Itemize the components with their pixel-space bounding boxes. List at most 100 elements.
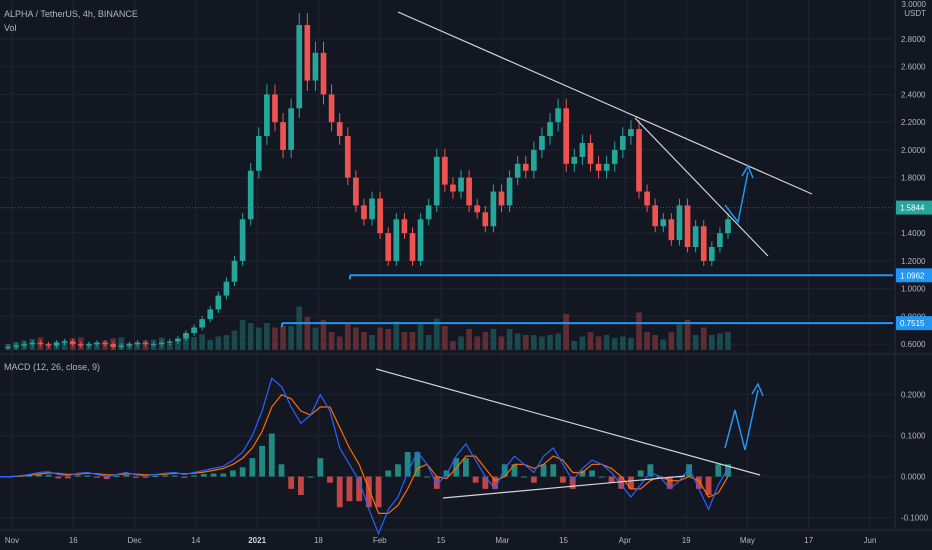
candle-body xyxy=(175,338,181,342)
macd-histogram-bar xyxy=(249,458,256,477)
candle-body xyxy=(417,219,424,261)
candle-body xyxy=(563,108,570,164)
candle-body xyxy=(620,136,626,150)
candle-body xyxy=(280,122,286,150)
time-tick-label: Jun xyxy=(864,536,877,545)
macd-histogram-bar xyxy=(346,476,353,502)
candle-body xyxy=(652,205,659,227)
volume-bar xyxy=(166,343,173,350)
volume-bar xyxy=(53,341,60,350)
macd-histogram-bar xyxy=(492,476,498,489)
volume-bar xyxy=(433,318,440,350)
candle-body xyxy=(231,260,238,282)
candle-body xyxy=(668,219,675,241)
volume-bar xyxy=(247,323,254,350)
macd-histogram-bar xyxy=(45,474,52,477)
candle-body xyxy=(660,219,667,227)
candle-body xyxy=(134,342,141,345)
macd-histogram-bar xyxy=(123,474,130,477)
level-label: 0.7515 xyxy=(900,319,925,328)
time-tick-label: Dec xyxy=(127,536,141,545)
macd-histogram-bar xyxy=(530,476,537,483)
candle-body xyxy=(442,156,448,185)
candle-body xyxy=(272,94,278,123)
macd-tick-label: 0.1000 xyxy=(901,432,926,441)
price-tick-label: 0.6000 xyxy=(901,340,926,349)
candle-body xyxy=(353,177,359,206)
candle-body xyxy=(587,142,594,164)
volume-bar xyxy=(636,312,642,350)
macd-histogram-bar xyxy=(618,476,625,489)
volume-bar xyxy=(547,335,553,350)
candle-body xyxy=(514,163,521,178)
volume-bar xyxy=(385,329,392,350)
volume-bar xyxy=(207,339,214,350)
symbol-title[interactable]: ALPHA / TetherUS, 4h, BINANCE xyxy=(4,9,138,19)
macd-histogram-bar xyxy=(589,470,596,477)
volume-bar xyxy=(369,335,375,350)
macd-histogram-bar xyxy=(103,476,110,480)
candle-body xyxy=(708,247,715,261)
candle-body xyxy=(207,309,214,320)
macd-histogram-bar xyxy=(230,470,236,477)
volume-bar xyxy=(442,326,448,350)
macd-projection-arrow xyxy=(724,389,759,451)
candle-body xyxy=(215,295,222,310)
trendline-lower xyxy=(634,117,769,257)
candle-body xyxy=(555,108,561,123)
candle-body xyxy=(296,25,303,109)
macd-histogram-bar xyxy=(666,476,673,489)
macd-histogram-bar xyxy=(637,470,644,477)
macd-histogram-bar xyxy=(433,476,440,489)
candle-body xyxy=(5,346,11,348)
candle-body xyxy=(61,341,68,343)
volume-bar xyxy=(86,343,92,350)
projection-arrowhead xyxy=(741,164,754,179)
price-top-tick: 3.0000 xyxy=(901,0,926,9)
price-tick-label: 2.2000 xyxy=(901,118,926,127)
volume-bar xyxy=(660,339,667,350)
candle-body xyxy=(636,129,642,192)
macd-histogram-bar xyxy=(181,476,188,478)
candle-body xyxy=(86,344,92,346)
candle-body xyxy=(531,149,537,171)
volume-bar xyxy=(700,327,707,350)
volume-bar xyxy=(215,336,222,350)
candle-body xyxy=(304,25,311,81)
volume-bar xyxy=(668,332,675,350)
volume-bar xyxy=(312,327,319,350)
macd-histogram-bar xyxy=(220,473,227,477)
macd-label[interactable]: MACD (12, 26, close, 9) xyxy=(4,362,101,372)
macd-histogram-bar xyxy=(695,476,702,489)
volume-bar xyxy=(563,314,570,350)
candle-body xyxy=(166,341,173,343)
candle-body xyxy=(393,219,400,261)
candle-body xyxy=(385,233,392,261)
volume-bar xyxy=(239,320,246,350)
macd-histogram-bar xyxy=(336,476,343,508)
macd-histogram-bar xyxy=(307,476,314,478)
macd-histogram-bar xyxy=(579,470,586,477)
candle-body xyxy=(126,344,133,346)
volume-bar xyxy=(555,333,561,350)
candle-body xyxy=(725,219,731,234)
volume-label[interactable]: Vol xyxy=(4,23,17,33)
candle-body xyxy=(458,177,464,192)
macd-histogram-bar xyxy=(647,464,654,477)
candle-body xyxy=(102,342,108,345)
macd-histogram-bar xyxy=(356,476,363,502)
macd-histogram-bar xyxy=(395,464,401,477)
volume-bar xyxy=(255,327,262,350)
macd-histogram-bar xyxy=(317,458,324,477)
macd-histogram-bar xyxy=(132,476,139,478)
macd-tick-label: 0.2000 xyxy=(901,391,926,400)
macd-histogram-bar xyxy=(171,475,178,477)
volume-bar xyxy=(150,339,157,350)
macd-histogram-bar xyxy=(521,476,528,478)
candle-body xyxy=(21,344,28,346)
macd-histogram-bar xyxy=(424,476,431,478)
volume-bar xyxy=(328,332,335,350)
volume-bar xyxy=(264,323,270,350)
